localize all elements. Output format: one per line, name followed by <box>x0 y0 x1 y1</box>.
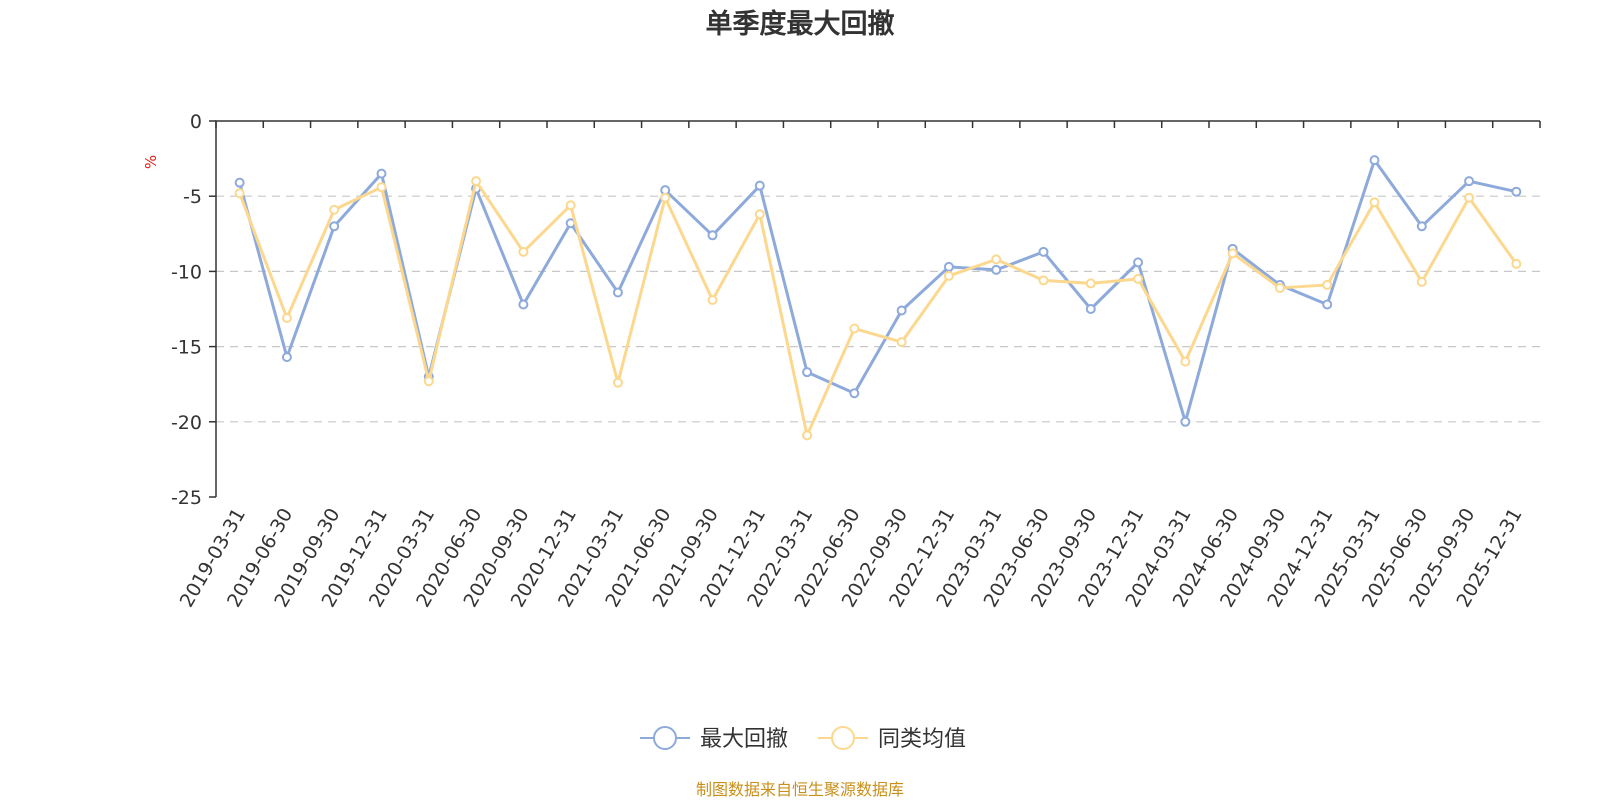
series-lines <box>234 155 1522 441</box>
data-point[interactable] <box>329 204 340 215</box>
data-point[interactable] <box>1133 273 1144 284</box>
y-tick-label: 0 <box>190 111 202 133</box>
data-point[interactable] <box>1322 299 1333 310</box>
chart-title: 单季度最大回撤 <box>706 8 895 40</box>
series-2 <box>234 176 1522 441</box>
legend-marker-icon <box>653 726 677 750</box>
data-point[interactable] <box>943 261 954 272</box>
data-point[interactable] <box>754 209 765 220</box>
data-point[interactable] <box>802 367 813 378</box>
data-point[interactable] <box>991 254 1002 265</box>
grid-lines <box>216 195 1540 423</box>
data-point[interactable] <box>1180 416 1191 427</box>
data-point[interactable] <box>1464 192 1475 203</box>
data-point[interactable] <box>1511 186 1522 197</box>
y-tick-label: -15 <box>171 337 202 359</box>
data-point[interactable] <box>1274 282 1285 293</box>
data-point[interactable] <box>1464 176 1475 187</box>
data-point[interactable] <box>707 294 718 305</box>
data-point[interactable] <box>991 264 1002 275</box>
data-point[interactable] <box>376 182 387 193</box>
data-point[interactable] <box>281 352 292 363</box>
data-point[interactable] <box>1416 276 1427 287</box>
data-point[interactable] <box>754 180 765 191</box>
y-tick-label: -20 <box>171 412 202 434</box>
data-point[interactable] <box>1133 257 1144 268</box>
data-point[interactable] <box>1511 258 1522 269</box>
y-axis-unit: % <box>142 155 160 169</box>
data-point[interactable] <box>707 230 718 241</box>
data-point[interactable] <box>1227 248 1238 259</box>
legend-marker-icon <box>831 726 855 750</box>
series-line <box>238 179 1518 437</box>
data-point[interactable] <box>1180 356 1191 367</box>
data-point[interactable] <box>896 337 907 348</box>
data-point[interactable] <box>1369 197 1380 208</box>
data-point[interactable] <box>471 176 482 187</box>
data-point[interactable] <box>1416 221 1427 232</box>
data-point[interactable] <box>423 376 434 387</box>
data-source-note: 制图数据来自恒生聚源数据库 <box>696 780 904 799</box>
data-point[interactable] <box>849 323 860 334</box>
legend[interactable]: 最大回撤 同类均值 <box>640 726 966 752</box>
data-point[interactable] <box>660 192 671 203</box>
data-point[interactable] <box>943 270 954 281</box>
data-point[interactable] <box>1038 275 1049 286</box>
data-point[interactable] <box>281 313 292 324</box>
y-tick-label: -25 <box>171 487 202 509</box>
legend-item-2[interactable]: 同类均值 <box>818 726 966 752</box>
data-point[interactable] <box>612 377 623 388</box>
y-tick-label: -5 <box>183 186 202 208</box>
data-point[interactable] <box>234 177 245 188</box>
data-point[interactable] <box>1085 278 1096 289</box>
data-point[interactable] <box>612 287 623 298</box>
data-point[interactable] <box>896 305 907 316</box>
data-point[interactable] <box>1038 246 1049 257</box>
legend-label: 同类均值 <box>878 727 966 752</box>
axes: 0-5-10-15-20-252019-03-312019-06-302019-… <box>171 111 1541 611</box>
data-point[interactable] <box>849 388 860 399</box>
y-tick-label: -10 <box>171 261 202 283</box>
data-point[interactable] <box>376 168 387 179</box>
legend-item-1[interactable]: 最大回撤 <box>640 726 788 752</box>
data-point[interactable] <box>518 299 529 310</box>
data-point[interactable] <box>234 188 245 199</box>
data-point[interactable] <box>518 246 529 257</box>
data-point[interactable] <box>1322 279 1333 290</box>
data-point[interactable] <box>1085 304 1096 314</box>
data-point[interactable] <box>329 221 340 232</box>
data-point[interactable] <box>1369 155 1380 166</box>
legend-label: 最大回撤 <box>700 727 788 752</box>
data-point[interactable] <box>565 200 576 211</box>
data-point[interactable] <box>802 430 813 441</box>
